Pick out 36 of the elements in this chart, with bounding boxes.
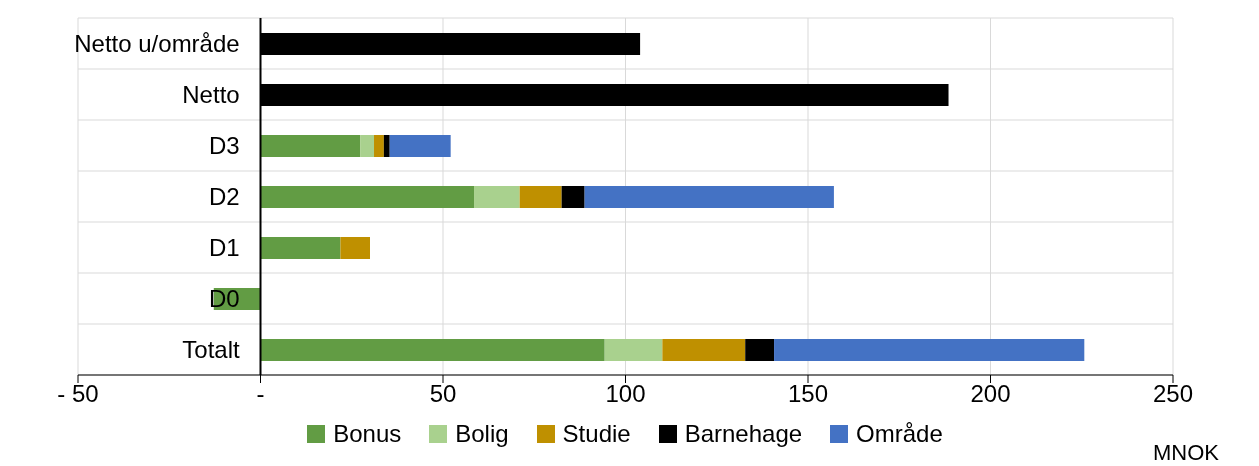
legend-label: Bonus: [332, 420, 402, 448]
bar: [374, 135, 384, 157]
bar: [604, 339, 663, 361]
bar: [260, 237, 341, 259]
x-tick-label: 150: [787, 380, 829, 408]
y-tick-label: D1: [208, 233, 240, 261]
legend-label: Barnehage: [683, 420, 803, 448]
y-tick-label: Totalt: [182, 335, 240, 363]
bar: [561, 186, 585, 208]
y-tick-label: Netto u/område: [74, 29, 240, 57]
bar: [745, 339, 775, 361]
x-tick-label: -: [256, 380, 265, 408]
x-axis-title: MNOK: [1153, 440, 1219, 466]
legend-label: Område: [855, 420, 943, 448]
bar: [383, 135, 390, 157]
bar: [774, 339, 1085, 361]
y-tick-label: D2: [208, 182, 240, 210]
bar: [474, 186, 520, 208]
legend-label: Studie: [561, 420, 631, 448]
legend-label: Bolig: [454, 420, 509, 448]
bar: [260, 186, 475, 208]
x-tick-label: 100: [605, 380, 646, 408]
y-tick-label: Netto: [182, 80, 240, 108]
bar: [340, 237, 370, 259]
bar: [662, 339, 746, 361]
bar: [389, 135, 451, 157]
bar: [519, 186, 562, 208]
bar: [360, 135, 375, 157]
bar: [260, 135, 361, 157]
x-tick-label: - 50: [57, 380, 99, 408]
x-tick-label: 50: [429, 380, 457, 408]
x-tick-label: 250: [1152, 380, 1194, 408]
bar: [260, 339, 605, 361]
y-tick-label: D3: [208, 131, 240, 159]
bar: [584, 186, 834, 208]
x-tick-label: 200: [970, 380, 1011, 408]
